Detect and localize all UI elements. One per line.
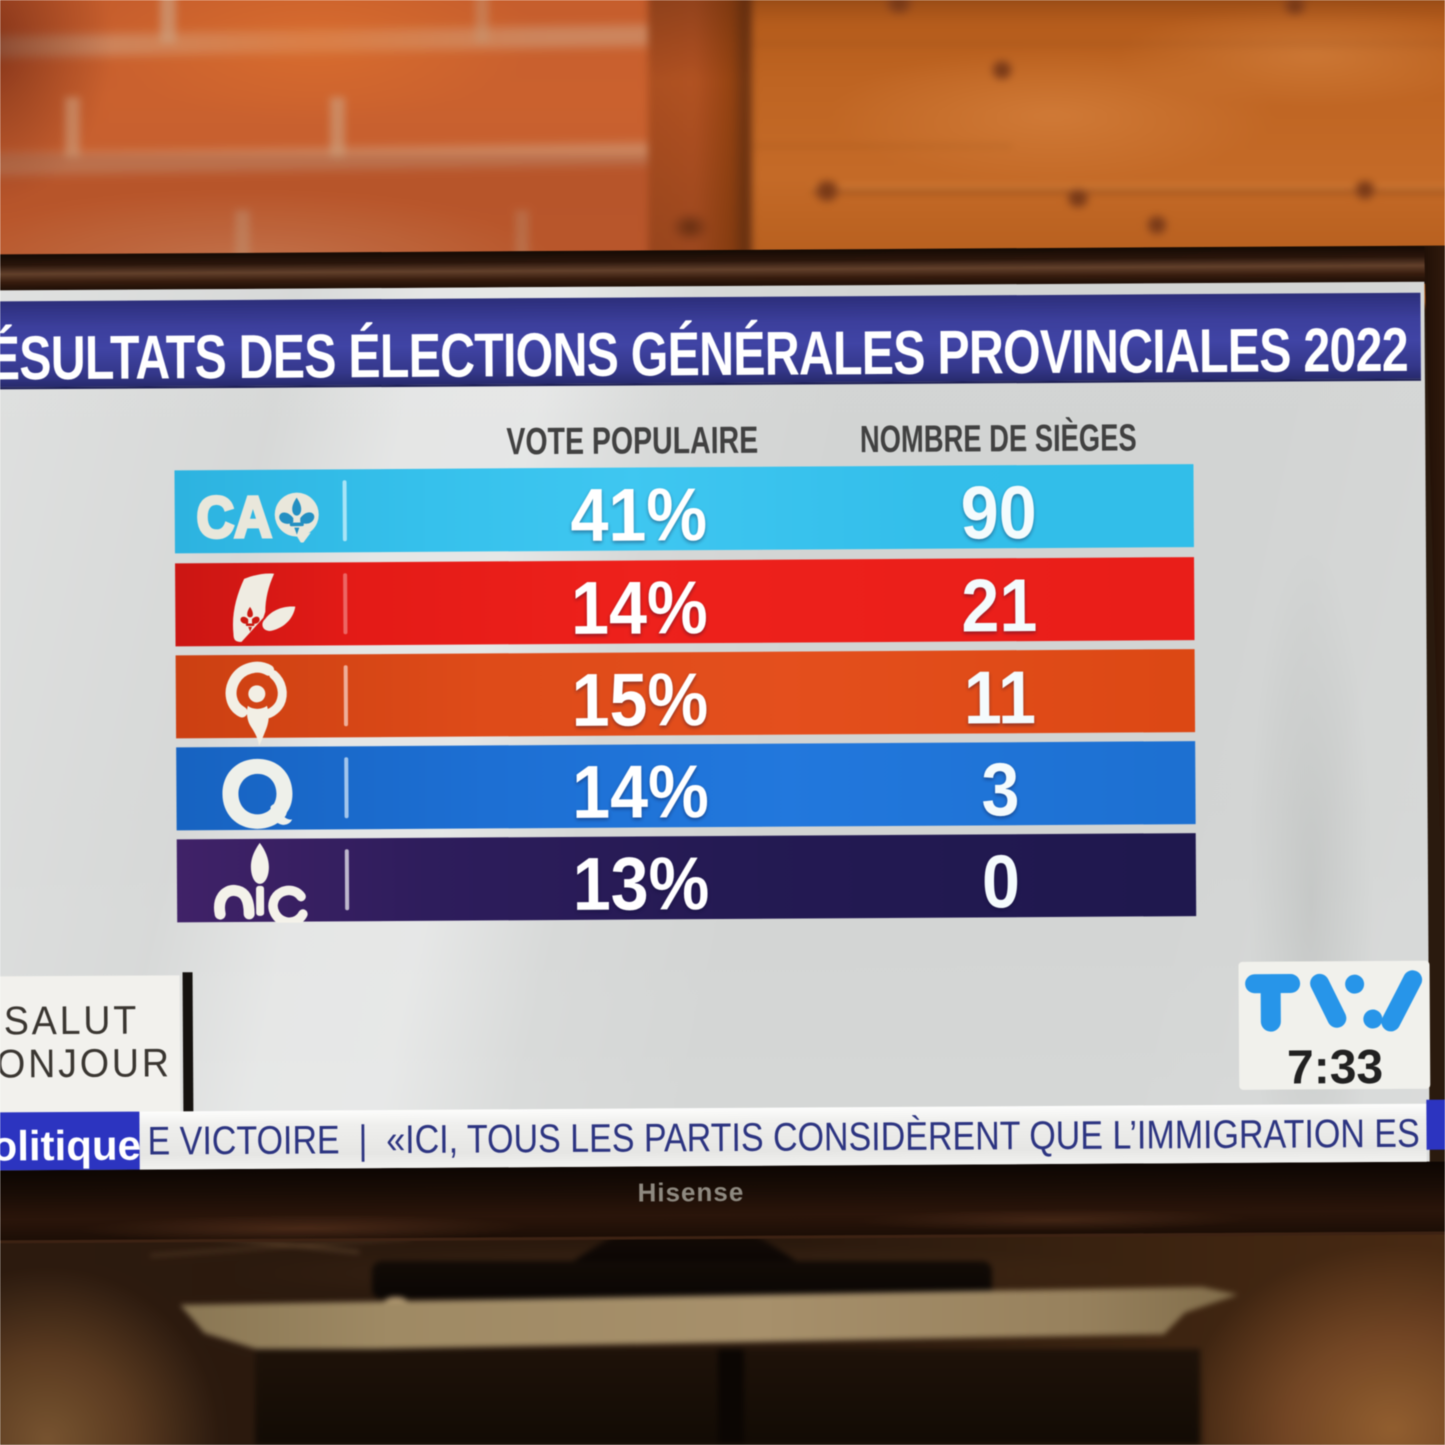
svg-text:CA: CA [196,490,272,543]
